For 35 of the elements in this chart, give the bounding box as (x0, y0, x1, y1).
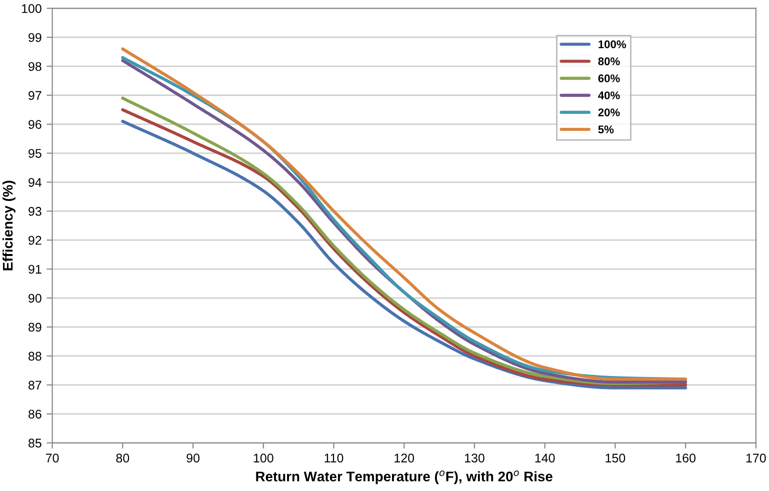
y-tick-label: 93 (28, 206, 42, 216)
x-tick-label: 100 (254, 454, 274, 462)
y-axis-title: Efficiency (%) (2, 180, 16, 270)
x-tick-label: 70 (46, 454, 59, 462)
y-tick-label: 86 (28, 410, 42, 419)
legend-label: 100% (598, 40, 626, 48)
legend-label: 80% (598, 57, 620, 66)
y-tick-label: 96 (28, 120, 42, 129)
legend-label: 60% (598, 74, 620, 82)
legend-label: 5% (598, 126, 614, 134)
y-tick-label: 95 (28, 148, 42, 158)
y-tick-label: 91 (28, 264, 42, 274)
x-tick-label: 150 (606, 454, 626, 462)
x-tick-label: 110 (324, 454, 344, 462)
x-tick-label: 80 (116, 454, 130, 462)
y-tick-label: 100 (22, 4, 42, 13)
y-tick-label: 94 (28, 178, 42, 187)
y-tick-label: 92 (28, 236, 42, 245)
y-tick-label: 98 (28, 62, 42, 71)
y-tick-label: 89 (28, 322, 42, 332)
x-tick-label: 160 (676, 454, 696, 462)
x-tick-label: 170 (746, 454, 766, 462)
x-axis-title: Return Water Temperature ($^{o}$F), with 20$^{o}$ Rise (256, 470, 552, 484)
x-tick-label: 130 (465, 454, 484, 462)
x-tick-label: 90 (186, 454, 200, 462)
legend-label: 40% (598, 91, 620, 100)
legend-label: 20% (598, 108, 620, 116)
y-tick-label: 97 (28, 91, 42, 100)
y-tick-label: 87 (28, 380, 42, 390)
y-tick-label: 85 (28, 438, 42, 448)
y-tick-label: 99 (28, 33, 42, 42)
x-tick-label: 140 (535, 454, 555, 462)
x-tick-label: 120 (394, 454, 414, 462)
y-tick-label: 90 (28, 294, 42, 303)
y-tick-label: 88 (28, 352, 42, 361)
